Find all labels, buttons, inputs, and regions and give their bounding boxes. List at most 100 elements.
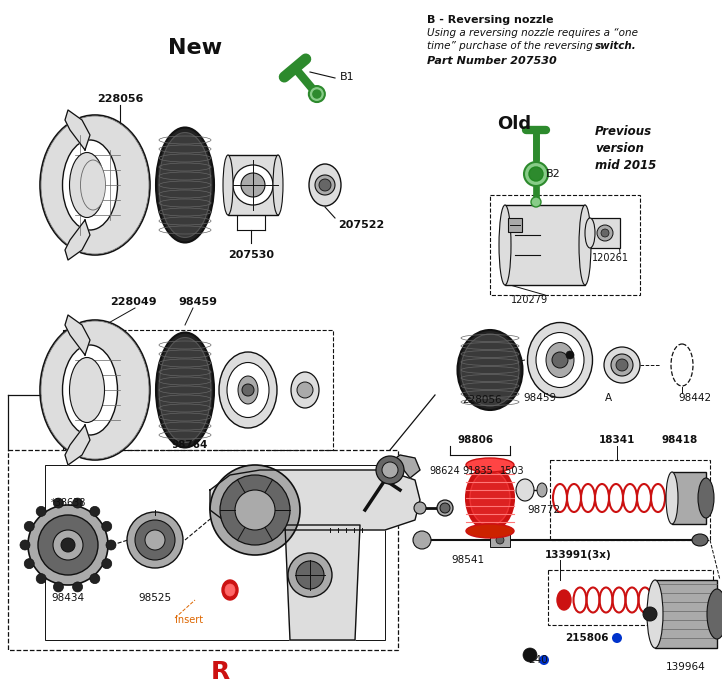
Circle shape — [242, 384, 254, 396]
Ellipse shape — [466, 458, 514, 472]
Ellipse shape — [666, 472, 678, 524]
Circle shape — [20, 540, 30, 550]
Text: R: R — [210, 660, 230, 684]
Text: Part Number 207530: Part Number 207530 — [427, 56, 557, 66]
Ellipse shape — [156, 128, 214, 242]
Circle shape — [127, 512, 183, 568]
Ellipse shape — [156, 333, 214, 447]
Circle shape — [616, 359, 628, 371]
Ellipse shape — [309, 164, 341, 206]
Circle shape — [210, 465, 300, 555]
Ellipse shape — [80, 160, 105, 210]
Circle shape — [297, 382, 313, 398]
Circle shape — [106, 540, 116, 550]
Circle shape — [235, 490, 275, 530]
Circle shape — [382, 462, 398, 478]
Circle shape — [319, 179, 331, 191]
Circle shape — [102, 521, 112, 532]
Circle shape — [73, 582, 82, 592]
Circle shape — [241, 173, 265, 197]
Circle shape — [413, 531, 431, 549]
Circle shape — [440, 503, 450, 513]
Circle shape — [566, 351, 574, 359]
Ellipse shape — [291, 372, 319, 408]
Ellipse shape — [225, 584, 235, 596]
Text: 120279: 120279 — [511, 295, 549, 305]
Polygon shape — [283, 57, 308, 79]
Bar — [590, 218, 620, 248]
Ellipse shape — [537, 483, 547, 497]
Text: B - Reversing nozzle: B - Reversing nozzle — [427, 15, 554, 25]
Circle shape — [612, 633, 622, 643]
Bar — [490, 195, 640, 295]
Ellipse shape — [159, 132, 211, 237]
Circle shape — [38, 515, 98, 575]
Text: time” purchase of the reversing: time” purchase of the reversing — [427, 41, 596, 51]
Circle shape — [376, 456, 404, 484]
Circle shape — [552, 352, 568, 368]
Text: 98459: 98459 — [523, 393, 557, 403]
Circle shape — [531, 197, 541, 207]
Ellipse shape — [499, 205, 511, 285]
Polygon shape — [210, 470, 420, 530]
Text: *38638: *38638 — [51, 498, 86, 508]
Bar — [655, 580, 717, 648]
Polygon shape — [285, 525, 360, 640]
Ellipse shape — [63, 140, 118, 230]
Text: 207522: 207522 — [338, 220, 384, 230]
Text: 207530: 207530 — [228, 250, 274, 260]
Bar — [508, 218, 522, 232]
Text: 98442: 98442 — [678, 393, 711, 403]
Circle shape — [315, 175, 335, 195]
Circle shape — [25, 558, 34, 569]
Text: 240: 240 — [528, 655, 548, 665]
Text: 139964: 139964 — [666, 662, 706, 672]
Circle shape — [288, 553, 332, 597]
Text: 98541: 98541 — [451, 555, 484, 565]
Bar — [533, 186, 539, 198]
Circle shape — [597, 225, 613, 241]
Ellipse shape — [692, 534, 708, 546]
Text: 1503: 1503 — [500, 466, 524, 476]
Circle shape — [296, 561, 324, 589]
Bar — [672, 472, 706, 524]
Text: 98434: 98434 — [51, 593, 84, 603]
Circle shape — [73, 498, 82, 508]
Ellipse shape — [579, 205, 591, 285]
Ellipse shape — [470, 471, 510, 525]
Circle shape — [135, 520, 175, 560]
Circle shape — [437, 500, 453, 516]
Circle shape — [53, 530, 83, 560]
Circle shape — [90, 573, 100, 584]
Text: Insert: Insert — [175, 615, 203, 625]
Circle shape — [220, 475, 290, 545]
Bar — [63, 330, 333, 450]
Text: 98525: 98525 — [139, 593, 172, 603]
Circle shape — [25, 521, 34, 532]
Circle shape — [414, 502, 426, 514]
Bar — [505, 205, 585, 285]
Ellipse shape — [707, 589, 722, 639]
Circle shape — [539, 655, 549, 665]
Text: New: New — [168, 38, 222, 58]
Ellipse shape — [557, 590, 571, 610]
Circle shape — [233, 165, 273, 205]
Polygon shape — [380, 455, 420, 478]
Ellipse shape — [63, 345, 118, 435]
Text: 215806: 215806 — [565, 633, 609, 643]
Ellipse shape — [546, 342, 574, 377]
Circle shape — [90, 506, 100, 517]
Ellipse shape — [466, 466, 514, 530]
Ellipse shape — [159, 338, 211, 442]
Ellipse shape — [698, 478, 714, 518]
Bar — [8, 450, 398, 650]
Circle shape — [601, 229, 609, 237]
Ellipse shape — [219, 352, 277, 428]
Circle shape — [145, 530, 165, 550]
Ellipse shape — [40, 320, 150, 460]
Text: 98459: 98459 — [178, 297, 217, 307]
Text: 228056: 228056 — [97, 94, 143, 104]
Text: 120261: 120261 — [592, 253, 629, 263]
Circle shape — [28, 505, 108, 585]
Circle shape — [524, 162, 548, 186]
